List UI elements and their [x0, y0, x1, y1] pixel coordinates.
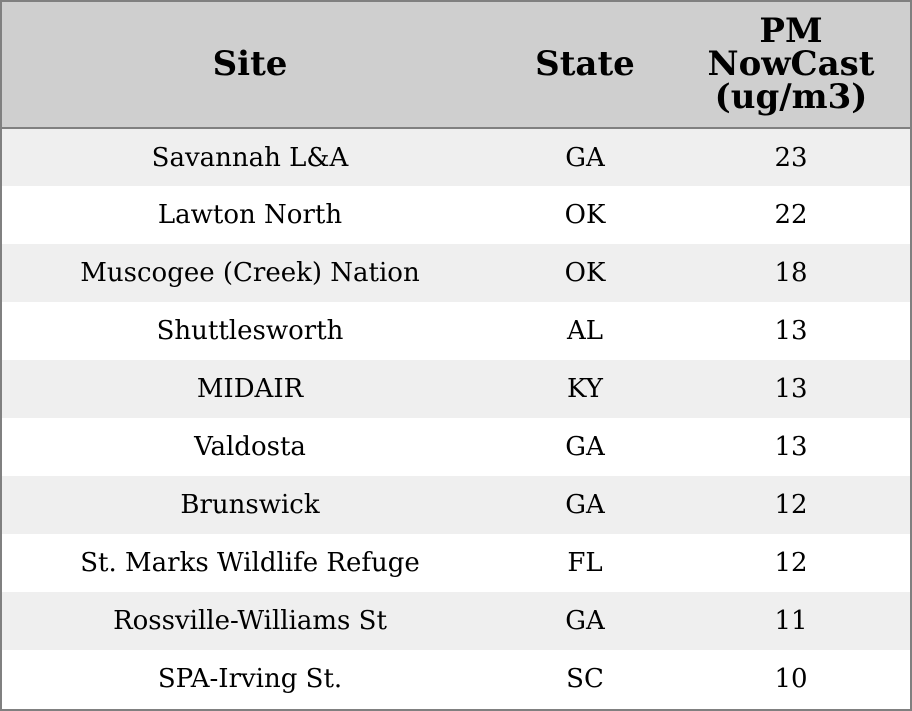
column-header-state: State: [498, 2, 672, 129]
state-cell: GA: [565, 490, 605, 520]
site-cell: MIDAIR: [196, 374, 304, 404]
table-row: St. Marks Wildlife Refuge FL 12: [2, 534, 910, 592]
site-cell: Valdosta: [194, 432, 306, 462]
table-row: SPA-Irving St. SC 10: [2, 650, 910, 708]
state-cell: GA: [565, 606, 605, 636]
state-cell: AL: [566, 316, 604, 346]
pm-value-cell: 23: [774, 142, 808, 173]
site-cell: Savannah L&A: [151, 142, 349, 173]
state-cell: KY: [567, 374, 603, 404]
state-cell: SC: [566, 664, 604, 694]
state-cell: GA: [565, 432, 605, 462]
pm-value-cell: 12: [774, 490, 808, 520]
site-cell: SPA-Irving St.: [157, 664, 343, 694]
table-row: MIDAIR KY 13: [2, 360, 910, 418]
pm-value-cell: 13: [774, 316, 808, 346]
state-cell: OK: [564, 200, 606, 230]
pm-header-line-2: NowCast: [707, 44, 875, 84]
table-row: Rossville-Williams St GA 11: [2, 592, 910, 650]
pm-value-cell: 13: [774, 374, 808, 404]
table-body: Savannah L&A GA 23 Lawton North OK 22 Muscogee…: [2, 128, 910, 708]
column-header-pm-nowcast: PM NowCast (ug/m3): [672, 2, 910, 129]
pm-value-cell: 11: [774, 606, 808, 636]
table-row: Valdosta GA 13: [2, 418, 910, 476]
site-cell: St. Marks Wildlife Refuge: [80, 548, 420, 578]
table-row: Brunswick GA 12: [2, 476, 910, 534]
site-cell: Lawton North: [157, 200, 343, 230]
site-cell: Shuttlesworth: [156, 316, 344, 346]
pm-value-cell: 10: [774, 664, 808, 694]
pm-value-cell: 12: [774, 548, 808, 578]
table-row: Muscogee (Creek) Nation OK 18: [2, 244, 910, 302]
table-header: Site State PM NowCast (ug/m3): [2, 2, 910, 129]
state-cell: FL: [567, 548, 603, 578]
pm-header-line-1: PM: [759, 11, 823, 51]
state-cell: GA: [565, 142, 605, 173]
pm-header-line-3: (ug/m3): [714, 77, 868, 117]
site-cell: Brunswick: [180, 490, 320, 520]
header-row: Site State PM NowCast (ug/m3): [2, 2, 910, 129]
pm-value-cell: 13: [774, 432, 808, 462]
pm-value-cell: 22: [774, 200, 808, 230]
pm-value-cell: 18: [774, 258, 808, 288]
state-cell: OK: [564, 258, 606, 288]
table-row: Savannah L&A GA 23: [2, 128, 910, 186]
site-cell: Muscogee (Creek) Nation: [80, 258, 420, 288]
site-cell: Rossville-Williams St: [113, 606, 387, 636]
column-header-site: Site: [2, 2, 498, 129]
table-row: Shuttlesworth AL 13: [2, 302, 910, 360]
table-row: Lawton North OK 22: [2, 186, 910, 244]
